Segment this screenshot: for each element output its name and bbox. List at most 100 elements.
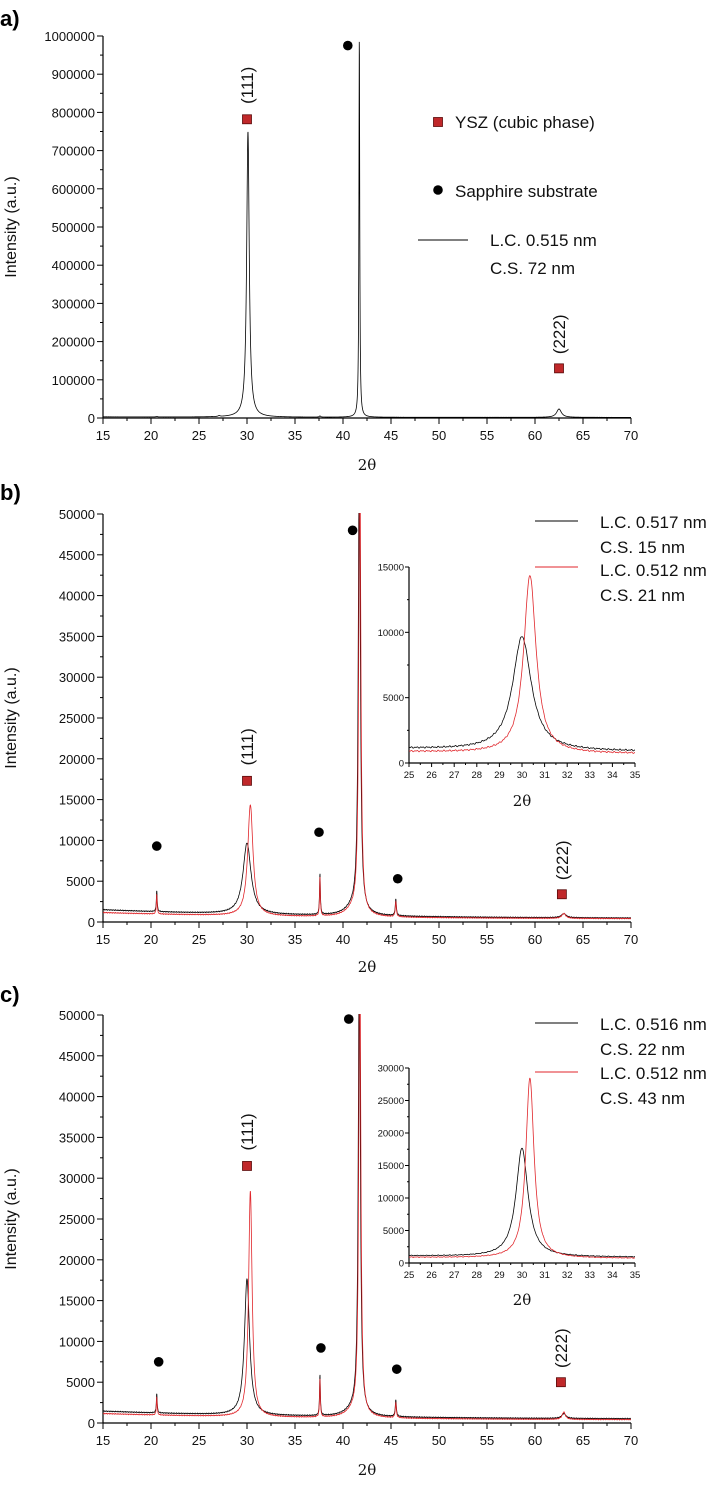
square-marker — [556, 889, 567, 900]
x-tick-label: 15 — [96, 428, 110, 443]
x-tick-label: 30 — [240, 932, 254, 947]
peak-label: (111) — [238, 1113, 257, 1150]
y-tick-label: 25000 — [59, 1212, 95, 1227]
square-marker — [242, 114, 252, 125]
x-tick-label: 20 — [144, 428, 158, 443]
x-tick-label: 32 — [562, 770, 573, 781]
y-tick-label: 15000 — [59, 1294, 95, 1309]
y-tick-label: 600000 — [52, 182, 95, 197]
x-tick-label: 27 — [449, 1270, 460, 1281]
legend-label: Sapphire substrate — [455, 182, 598, 201]
y-tick-label: 10000 — [59, 833, 95, 848]
x-tick-label: 25 — [404, 770, 415, 781]
y-tick-label: 45000 — [59, 548, 95, 563]
x-tick-label: 60 — [528, 1433, 542, 1448]
inset-x-axis-title: 2θ — [513, 1291, 532, 1309]
inset-plot: 25 26 27 28 29 30 31 32 33 34 35 0 5000 10000 15000 200… — [378, 1064, 641, 1310]
x-tick-label: 60 — [528, 932, 542, 947]
y-tick-label: 10000 — [378, 1194, 404, 1205]
legend-label: L.C. 0.512 nm — [600, 1064, 707, 1083]
x-tick-label: 70 — [624, 1433, 638, 1448]
legend-label: L.C. 0.517 nm — [600, 513, 707, 532]
square-marker — [554, 363, 564, 374]
y-tick-label: 0 — [88, 1416, 95, 1431]
x-tick-label: 29 — [494, 770, 505, 781]
y-tick-label: 100000 — [52, 373, 95, 388]
series-line — [103, 41, 631, 418]
x-tick-label: 45 — [384, 428, 398, 443]
legend-label: YSZ (cubic phase) — [455, 113, 595, 132]
square-marker — [242, 1161, 252, 1171]
y-tick-label: 0 — [399, 759, 404, 770]
square-marker — [556, 1377, 566, 1388]
x-tick-label: 28 — [472, 1270, 483, 1281]
legend-label: C.S. 21 nm — [600, 586, 685, 605]
circle-marker — [433, 185, 443, 195]
x-tick-label: 30 — [240, 428, 254, 443]
y-axis-title: Intensity (a.u.) — [3, 1168, 20, 1269]
y-tick-label: 20000 — [59, 1253, 95, 1268]
x-tick-label: 32 — [562, 1270, 573, 1281]
y-tick-label: 10000 — [378, 628, 404, 639]
legend-label: C.S. 43 nm — [600, 1089, 685, 1108]
y-tick-label: 35000 — [59, 1130, 95, 1145]
x-tick-label: 40 — [336, 1433, 350, 1448]
series-line — [409, 1077, 635, 1259]
x-tick-label: 26 — [426, 1270, 437, 1281]
y-tick-label: 20000 — [59, 752, 95, 767]
y-tick-label: 30000 — [59, 1171, 95, 1186]
x-tick-label: 28 — [472, 770, 483, 781]
x-tick-label: 33 — [585, 1270, 596, 1281]
x-tick-label: 34 — [607, 770, 618, 781]
x-axis-title: 2θ — [358, 958, 377, 976]
y-tick-label: 5000 — [383, 693, 404, 704]
panel-b: b) Intensity (a.u.) 2θ 15 20 25 30 35 40 45 50 55 60… — [0, 480, 707, 976]
x-tick-label: 30 — [517, 770, 528, 781]
x-tick-label: 70 — [624, 428, 638, 443]
inset-plot: 25 26 27 28 29 30 31 32 33 34 35 0 5000 10000 15000 2θ — [378, 563, 641, 811]
circle-marker — [391, 1364, 402, 1374]
y-tick-label: 500000 — [52, 220, 95, 235]
y-tick-label: 30000 — [59, 670, 95, 685]
y-tick-label: 0 — [399, 1259, 404, 1270]
y-tick-label: 5000 — [66, 874, 95, 889]
x-tick-label: 25 — [192, 1433, 206, 1448]
peak-label: (222) — [553, 840, 572, 880]
legend-label: L.C. 0.512 nm — [600, 561, 707, 580]
legend-label: C.S. 22 nm — [600, 1040, 685, 1059]
x-tick-label: 60 — [528, 428, 542, 443]
series-line — [103, 1014, 631, 1421]
y-axis-title: Intensity (a.u.) — [3, 667, 20, 768]
y-tick-label: 20000 — [378, 1129, 404, 1140]
circle-marker — [316, 1343, 326, 1353]
peak-label: (111) — [238, 728, 257, 765]
square-marker — [242, 775, 252, 786]
x-tick-label: 15 — [96, 1433, 110, 1448]
x-tick-label: 35 — [288, 932, 302, 947]
x-tick-label: 31 — [539, 770, 550, 781]
x-tick-label: 50 — [432, 1433, 446, 1448]
y-tick-label: 10000 — [59, 1334, 95, 1349]
y-tick-label: 25000 — [378, 1096, 404, 1107]
y-tick-label: 0 — [88, 915, 95, 930]
x-tick-label: 27 — [449, 770, 460, 781]
x-tick-label: 25 — [404, 1270, 415, 1281]
series-line — [103, 513, 631, 919]
y-tick-label: 50000 — [59, 507, 95, 522]
y-tick-label: 0 — [88, 411, 95, 426]
peak-label: (222) — [550, 314, 569, 354]
x-tick-label: 40 — [336, 428, 350, 443]
circle-marker — [343, 40, 353, 51]
x-tick-label: 55 — [480, 428, 494, 443]
y-tick-label: 5000 — [66, 1375, 95, 1390]
y-tick-label: 15000 — [378, 1161, 404, 1172]
y-tick-label: 200000 — [52, 335, 95, 350]
y-tick-label: 300000 — [52, 296, 95, 311]
x-tick-label: 30 — [240, 1433, 254, 1448]
x-tick-label: 30 — [517, 1270, 528, 1281]
y-tick-label: 50000 — [59, 1008, 95, 1023]
x-tick-label: 45 — [384, 1433, 398, 1448]
x-tick-label: 35 — [288, 428, 302, 443]
y-tick-label: 35000 — [59, 629, 95, 644]
y-tick-label: 400000 — [52, 258, 95, 273]
